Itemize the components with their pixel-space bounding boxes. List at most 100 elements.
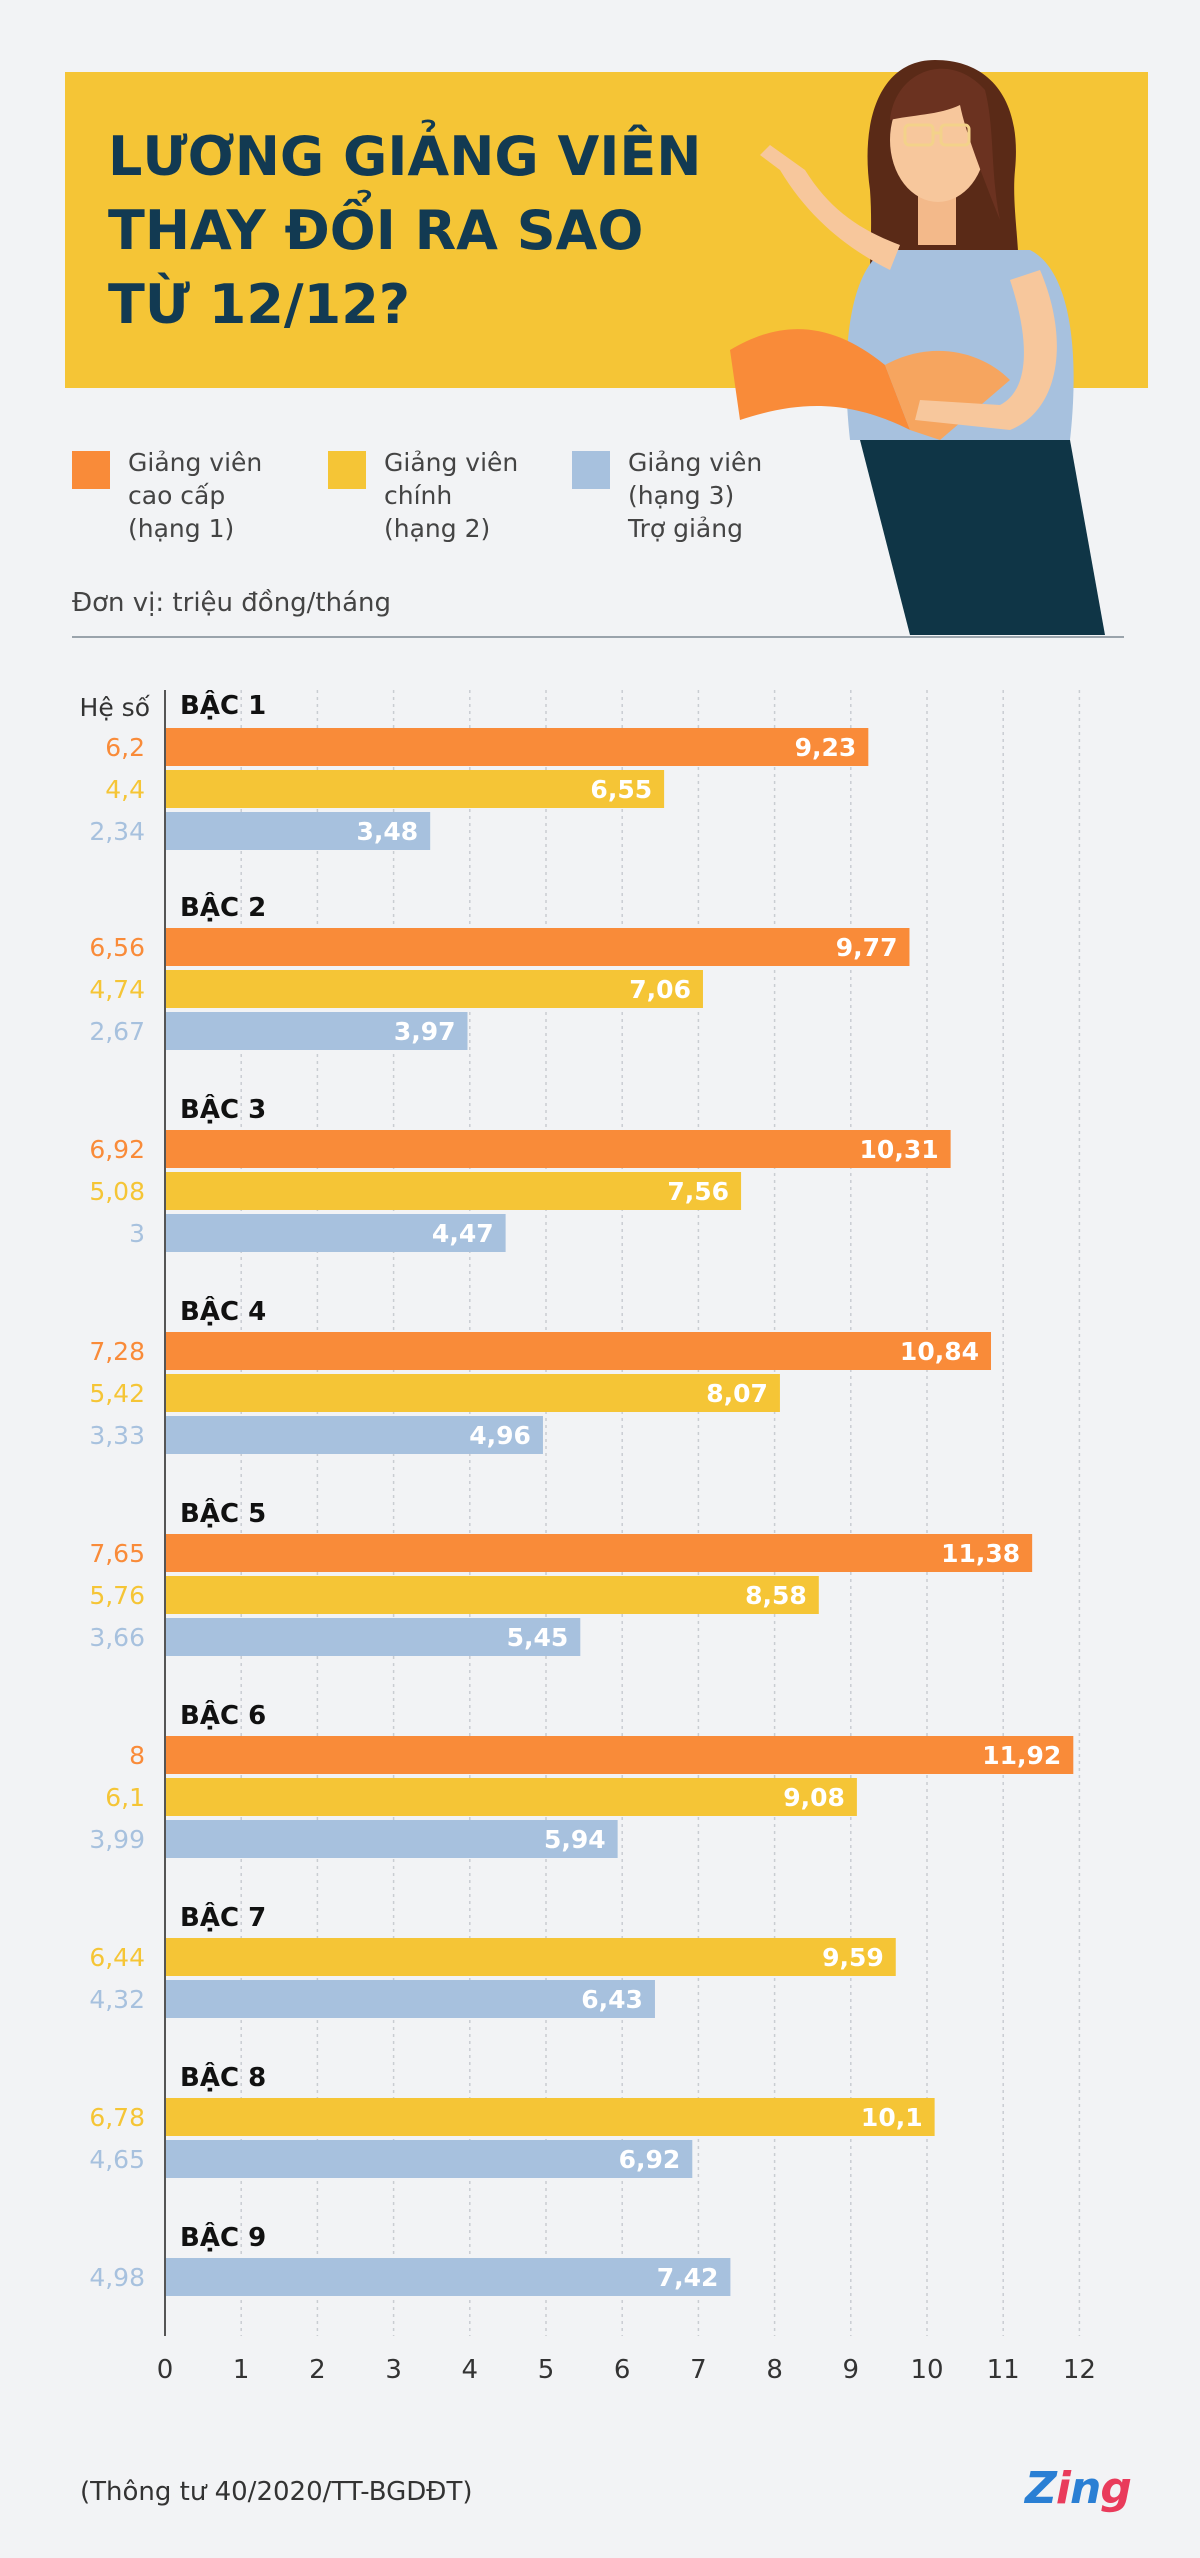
coef-label: 2,67 xyxy=(89,1017,145,1046)
bar-value-label: 6,55 xyxy=(590,775,652,804)
title-line: LƯƠNG GIẢNG VIÊN xyxy=(108,125,702,188)
coef-label: 5,42 xyxy=(89,1379,145,1408)
zing-logo: Zing xyxy=(1025,2463,1132,2514)
bar-value-label: 5,94 xyxy=(544,1825,606,1854)
page-title: LƯƠNG GIẢNG VIÊN THAY ĐỔI RA SAO TỪ 12/1… xyxy=(108,120,748,342)
coef-label: 6,92 xyxy=(89,1135,145,1164)
lecturer-illustration xyxy=(730,60,1105,635)
bar-hang1 xyxy=(165,1130,951,1168)
unit-label: Đơn vị: triệu đồng/tháng xyxy=(72,588,392,618)
bar-hang3 xyxy=(165,2258,731,2296)
coef-label: 3,99 xyxy=(89,1825,145,1854)
legend-item-hang2: Giảng viên chính (hạng 2) xyxy=(328,446,518,545)
x-tick-label: 1 xyxy=(233,2355,250,2385)
group-label: BẬC 6 xyxy=(180,1699,266,1731)
coef-label: 5,76 xyxy=(89,1581,145,1610)
bar-value-label: 3,48 xyxy=(356,817,418,846)
x-tick-label: 12 xyxy=(1063,2355,1096,2385)
legend-item-hang3: Giảng viên (hạng 3) Trợ giảng xyxy=(572,446,762,545)
bar-hang2 xyxy=(165,1576,819,1614)
group-label: BẬC 4 xyxy=(180,1295,266,1327)
coef-label: 6,56 xyxy=(89,933,145,962)
bar-hang1 xyxy=(165,1332,992,1370)
coef-label: 7,65 xyxy=(89,1539,145,1568)
coef-label: 8 xyxy=(129,1741,145,1770)
bar-value-label: 6,92 xyxy=(619,2145,681,2174)
bar-hang1 xyxy=(165,928,910,966)
bar-value-label: 10,1 xyxy=(861,2103,923,2132)
bar-hang1 xyxy=(165,728,869,766)
bar-value-label: 8,58 xyxy=(745,1581,807,1610)
x-tick-label: 10 xyxy=(910,2355,943,2385)
bar-hang2 xyxy=(165,1374,780,1412)
bar-hang3 xyxy=(165,1416,543,1454)
x-tick-label: 2 xyxy=(309,2355,326,2385)
x-tick-label: 8 xyxy=(766,2355,783,2385)
coef-label: 2,34 xyxy=(89,817,145,846)
title-line: THAY ĐỔI RA SAO xyxy=(108,199,644,262)
coef-label: 7,28 xyxy=(89,1337,145,1366)
bar-value-label: 10,31 xyxy=(860,1135,939,1164)
bar-value-label: 7,56 xyxy=(667,1177,729,1206)
group-label: BẬC 3 xyxy=(180,1093,266,1125)
bar-hang2 xyxy=(165,1778,857,1816)
coef-label: 4,32 xyxy=(89,1985,145,2014)
bar-value-label: 9,77 xyxy=(836,933,898,962)
legend-swatch xyxy=(328,451,366,489)
divider xyxy=(72,636,1124,638)
x-tick-label: 0 xyxy=(157,2355,174,2385)
coef-label: 5,08 xyxy=(89,1177,145,1206)
coef-label: 4,74 xyxy=(89,975,145,1004)
legend-swatch xyxy=(572,451,610,489)
bar-hang3 xyxy=(165,2140,693,2178)
legend-label: Giảng viên chính (hạng 2) xyxy=(384,448,519,543)
legend-label: Giảng viên cao cấp (hạng 1) xyxy=(128,448,263,543)
source-note: (Thông tư 40/2020/TT-BGDĐT) xyxy=(80,2477,473,2507)
bar-value-label: 6,43 xyxy=(581,1985,643,2014)
coef-label: 6,1 xyxy=(105,1783,145,1812)
bar-hang3 xyxy=(165,1214,506,1252)
bar-hang3 xyxy=(165,1618,581,1656)
bar-hang3 xyxy=(165,1012,468,1050)
coef-header: Hệ số xyxy=(80,693,151,722)
legend-label: Giảng viên (hạng 3) Trợ giảng xyxy=(628,448,763,543)
bar-value-label: 5,45 xyxy=(507,1623,569,1652)
x-tick-label: 3 xyxy=(385,2355,402,2385)
x-tick-label: 7 xyxy=(690,2355,707,2385)
group-label: BẬC 5 xyxy=(180,1497,266,1529)
bar-value-label: 4,96 xyxy=(469,1421,531,1450)
group-label: BẬC 1 xyxy=(180,689,266,721)
bar-hang2 xyxy=(165,1938,896,1976)
bar-hang2 xyxy=(165,770,665,808)
bar-value-label: 3,97 xyxy=(394,1017,456,1046)
bar-hang1 xyxy=(165,1534,1033,1572)
group-label: BẬC 2 xyxy=(180,891,266,923)
bar-value-label: 10,84 xyxy=(900,1337,979,1366)
bar-value-label: 9,08 xyxy=(783,1783,845,1812)
coef-label: 4,65 xyxy=(89,2145,145,2174)
bar-hang1 xyxy=(165,1736,1074,1774)
bar-chart: Hệ số BẬC 1 9,23 6,2 6,55 4,4 3,48 2,34 BẬC 2 9,7… xyxy=(80,689,1096,2385)
bar-hang3 xyxy=(165,812,431,850)
bar-value-label: 7,06 xyxy=(629,975,691,1004)
coef-label: 4,98 xyxy=(89,2263,145,2292)
bar-value-label: 11,92 xyxy=(982,1741,1061,1770)
coef-label: 3,66 xyxy=(89,1623,145,1652)
bar-hang2 xyxy=(165,970,703,1008)
bar-value-label: 11,38 xyxy=(941,1539,1020,1568)
x-tick-label: 5 xyxy=(538,2355,555,2385)
coef-label: 3,33 xyxy=(89,1421,145,1450)
legend-item-hang1: Giảng viên cao cấp (hạng 1) xyxy=(72,446,262,545)
x-tick-label: 11 xyxy=(987,2355,1020,2385)
x-tick-label: 4 xyxy=(462,2355,479,2385)
bar-value-label: 8,07 xyxy=(706,1379,768,1408)
bar-hang3 xyxy=(165,1980,655,2018)
coef-label: 6,78 xyxy=(89,2103,145,2132)
bar-hang3 xyxy=(165,1820,618,1858)
group-label: BẬC 9 xyxy=(180,2221,266,2253)
bar-hang2 xyxy=(165,2098,935,2136)
bar-value-label: 7,42 xyxy=(657,2263,719,2292)
coef-label: 6,2 xyxy=(105,733,145,762)
group-label: BẬC 7 xyxy=(180,1901,266,1933)
bar-value-label: 4,47 xyxy=(432,1219,494,1248)
